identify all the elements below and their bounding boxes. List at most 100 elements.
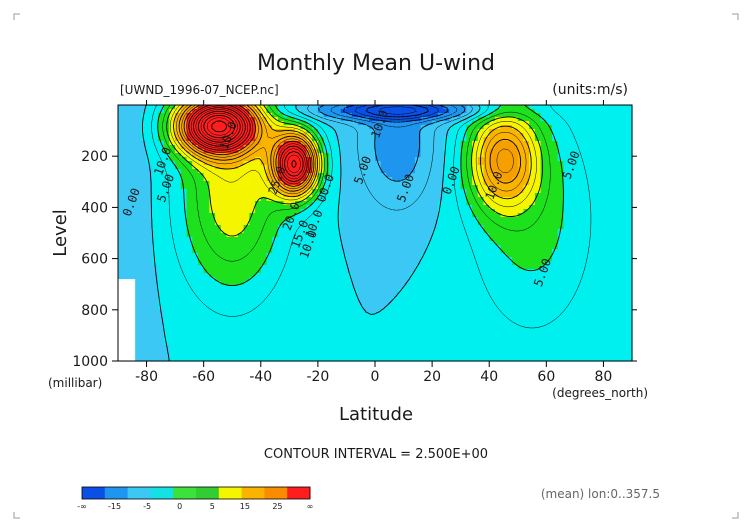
heatmap-cell <box>335 149 342 154</box>
heatmap-cell <box>215 301 222 306</box>
heatmap-cell <box>215 169 222 174</box>
heatmap-cell <box>186 141 193 146</box>
heatmap-cell <box>215 297 222 302</box>
heatmap-cell <box>546 357 553 362</box>
heatmap-cell <box>489 309 496 314</box>
heatmap-cell <box>203 301 210 306</box>
heatmap-cell <box>300 213 308 218</box>
heatmap-cell <box>186 301 193 306</box>
heatmap-cell <box>135 341 142 346</box>
heatmap-cell <box>477 225 485 230</box>
heatmap-cell <box>169 265 176 270</box>
heatmap-cell <box>437 165 445 170</box>
heatmap-cell <box>255 181 262 186</box>
heatmap-cell <box>472 169 479 174</box>
heatmap-cell <box>289 285 296 290</box>
heatmap-cell <box>403 217 410 222</box>
heatmap-cell <box>357 253 365 258</box>
heatmap-cell <box>226 285 233 290</box>
heatmap-cell <box>529 121 536 126</box>
heatmap-cell <box>494 233 502 238</box>
heatmap-cell <box>140 165 148 170</box>
heatmap-cell <box>506 133 513 138</box>
heatmap-cell <box>414 141 422 146</box>
heatmap-cell <box>295 237 302 242</box>
heatmap-cell <box>534 213 542 218</box>
heatmap-cell <box>477 177 485 182</box>
heatmap-cell <box>118 173 125 178</box>
heatmap-cell <box>335 237 342 242</box>
heatmap-cell <box>300 349 308 354</box>
heatmap-cell <box>312 325 319 330</box>
heatmap-cell <box>432 201 439 206</box>
heatmap-cell <box>552 133 559 138</box>
heatmap-cell <box>483 181 490 186</box>
heatmap-cell <box>157 341 165 346</box>
heatmap-cell <box>163 249 170 254</box>
heatmap-cell <box>512 137 519 142</box>
heatmap-cell <box>472 145 479 150</box>
heatmap-cell <box>403 297 410 302</box>
heatmap-cell <box>534 313 542 318</box>
heatmap-cell <box>203 309 210 314</box>
heatmap-cell <box>237 173 245 178</box>
heatmap-cell <box>512 177 519 182</box>
heatmap-cell <box>517 233 525 238</box>
heatmap-cell <box>420 169 427 174</box>
heatmap-cell <box>443 289 450 294</box>
heatmap-cell <box>140 289 148 294</box>
heatmap-cell <box>277 273 285 278</box>
heatmap-cell <box>512 141 519 146</box>
heatmap-cell <box>466 153 473 158</box>
heatmap-cell <box>523 293 530 298</box>
heatmap-cell <box>494 269 502 274</box>
heatmap-cell <box>249 181 256 186</box>
heatmap-cell <box>329 253 336 258</box>
heatmap-cell <box>494 309 502 314</box>
heatmap-cell <box>266 125 273 130</box>
heatmap-cell <box>500 161 507 166</box>
heatmap-cell <box>340 113 348 118</box>
heatmap-cell <box>169 337 176 342</box>
heatmap-cell <box>215 121 222 126</box>
heatmap-cell <box>266 357 273 362</box>
heatmap-cell <box>226 225 233 230</box>
heatmap-cell <box>335 181 342 186</box>
heatmap-cell <box>232 269 239 274</box>
heatmap-cell <box>552 125 559 130</box>
heatmap-cell <box>163 317 170 322</box>
heatmap-cell <box>483 133 490 138</box>
heatmap-cell <box>220 133 228 138</box>
heatmap-cell <box>323 353 330 358</box>
heatmap-cell <box>249 117 256 122</box>
heatmap-cell <box>472 149 479 154</box>
heatmap-cell <box>477 357 485 362</box>
heatmap-cell <box>403 153 410 158</box>
heatmap-cell <box>249 329 256 334</box>
heatmap-cell <box>335 245 342 250</box>
heatmap-cell <box>552 301 559 306</box>
heatmap-cell <box>295 197 302 202</box>
heatmap-cell <box>289 321 296 326</box>
heatmap-cell <box>163 165 170 170</box>
heatmap-cell <box>506 165 513 170</box>
heatmap-cell <box>466 217 473 222</box>
heatmap-cell <box>483 289 490 294</box>
heatmap-cell <box>529 229 536 234</box>
heatmap-cell <box>392 269 399 274</box>
heatmap-cell <box>272 321 279 326</box>
heatmap-cell <box>483 193 490 198</box>
heatmap-cell <box>494 341 502 346</box>
heatmap-cell <box>317 345 325 350</box>
heatmap-cell <box>409 329 416 334</box>
heatmap-cell <box>477 217 485 222</box>
heatmap-cell <box>517 177 525 182</box>
heatmap-cell <box>397 129 405 134</box>
heatmap-cell <box>289 297 296 302</box>
heatmap-cell <box>146 265 153 270</box>
heatmap-cell <box>454 233 462 238</box>
heatmap-cell <box>414 145 422 150</box>
heatmap-cell <box>529 133 536 138</box>
heatmap-cell <box>317 269 325 274</box>
heatmap-cell <box>392 121 399 126</box>
